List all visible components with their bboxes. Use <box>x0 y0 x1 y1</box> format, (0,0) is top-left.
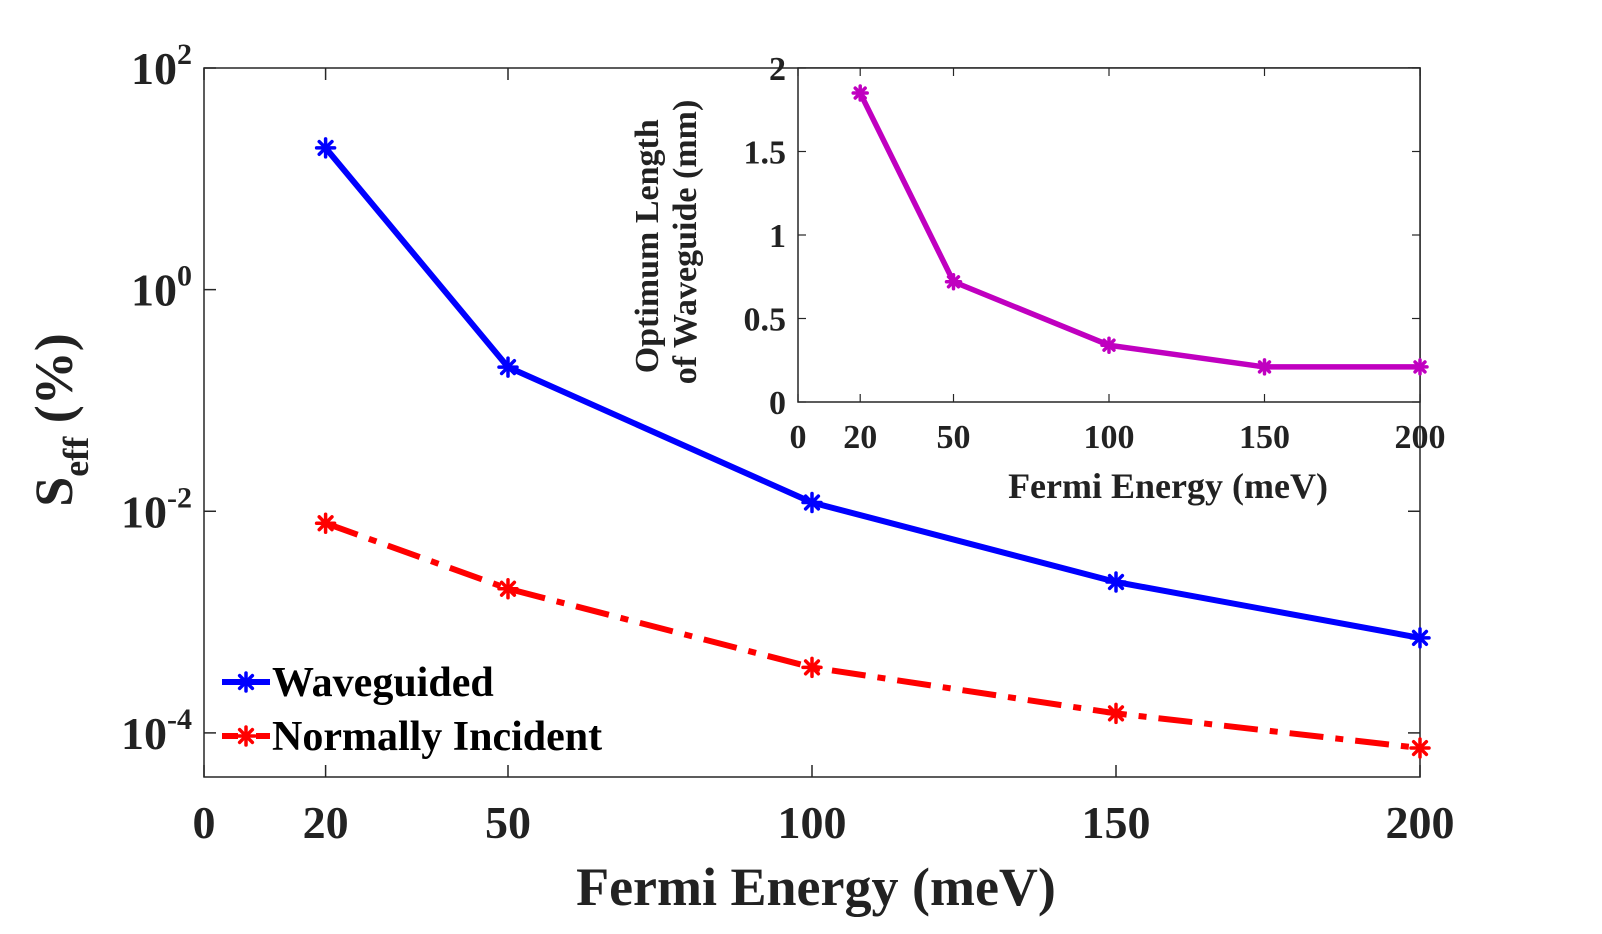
data-point <box>497 356 519 378</box>
inset-series-group <box>851 84 1429 376</box>
inset-x-tick-label: 100 <box>1084 419 1135 456</box>
inset-x-tick-label: 150 <box>1239 419 1290 456</box>
data-point <box>1105 702 1127 725</box>
legend-marker <box>235 671 257 693</box>
data-point <box>1100 336 1118 354</box>
inset-y-tick-labels: 0 0.5 1 1.5 2 <box>744 51 787 422</box>
inset-y-tick-label: 1 <box>769 218 786 255</box>
data-point <box>314 512 337 534</box>
x-tick-label: 150 <box>1082 797 1151 848</box>
data-point <box>851 84 869 102</box>
y-tick-label: 102 <box>131 38 192 94</box>
inset-x-tick-label: 50 <box>937 419 971 456</box>
x-tick-label: 100 <box>778 797 847 848</box>
legend-label: Normally Incident <box>272 714 602 760</box>
legend-label: Waveguided <box>272 660 494 706</box>
data-point <box>497 577 519 600</box>
inset-chart: 0 20 50 100 150 200 0 0.5 1 1.5 2 Fermi Energy (m… <box>629 51 1446 506</box>
inset-y-tick-label: 0.5 <box>744 302 787 339</box>
data-point <box>1255 358 1274 376</box>
y-tick-label: 10-2 <box>121 481 192 537</box>
inset-tick-marks <box>797 67 1421 403</box>
inset-x-axis-label: Fermi Energy (meV) <box>1008 466 1328 506</box>
data-point <box>801 491 823 514</box>
legend-item: Waveguided <box>222 660 494 706</box>
inset-y-tick-label: 1.5 <box>744 135 787 172</box>
x-tick-label: 0 <box>193 797 216 848</box>
legend-marker <box>235 725 257 747</box>
data-point <box>1411 358 1429 376</box>
series-optimum-length <box>851 84 1429 376</box>
inset-y-tick-label: 2 <box>769 51 786 88</box>
inset-x-tick-label: 200 <box>1395 419 1446 456</box>
data-point <box>1409 737 1431 759</box>
main-x-axis-label: Fermi Energy (meV) <box>576 857 1056 917</box>
inset-y-axis-label: Optimum Length of Waveguide (mm) <box>629 100 704 385</box>
main-x-tick-labels: 0 20 50 100 150 200 <box>193 797 1455 848</box>
x-tick-label: 20 <box>303 797 349 848</box>
y-tick-label: 100 <box>131 260 192 316</box>
main-y-tick-labels: 102 100 10-2 10-4 <box>121 38 192 759</box>
data-point <box>1105 571 1127 593</box>
data-point <box>314 137 337 159</box>
data-point <box>1409 627 1431 649</box>
inset-x-tick-label: 0 <box>790 419 807 456</box>
y-tick-label: 10-4 <box>121 703 192 759</box>
main-series-group <box>314 137 1431 759</box>
inset-y-tick-label: 0 <box>769 385 786 422</box>
series-waveguided <box>314 137 1431 649</box>
inset-x-tick-label: 20 <box>843 419 877 456</box>
x-tick-label: 200 <box>1386 797 1455 848</box>
series-normally-incident <box>314 512 1431 759</box>
legend: Waveguided Normally Incident <box>222 660 602 760</box>
data-point <box>801 656 823 679</box>
inset-x-tick-labels: 0 20 50 100 150 200 <box>790 419 1446 456</box>
legend-item: Normally Incident <box>222 714 602 760</box>
main-y-axis-label: Seff (%) <box>24 333 96 506</box>
data-point <box>944 273 963 291</box>
x-tick-label: 50 <box>485 797 531 848</box>
